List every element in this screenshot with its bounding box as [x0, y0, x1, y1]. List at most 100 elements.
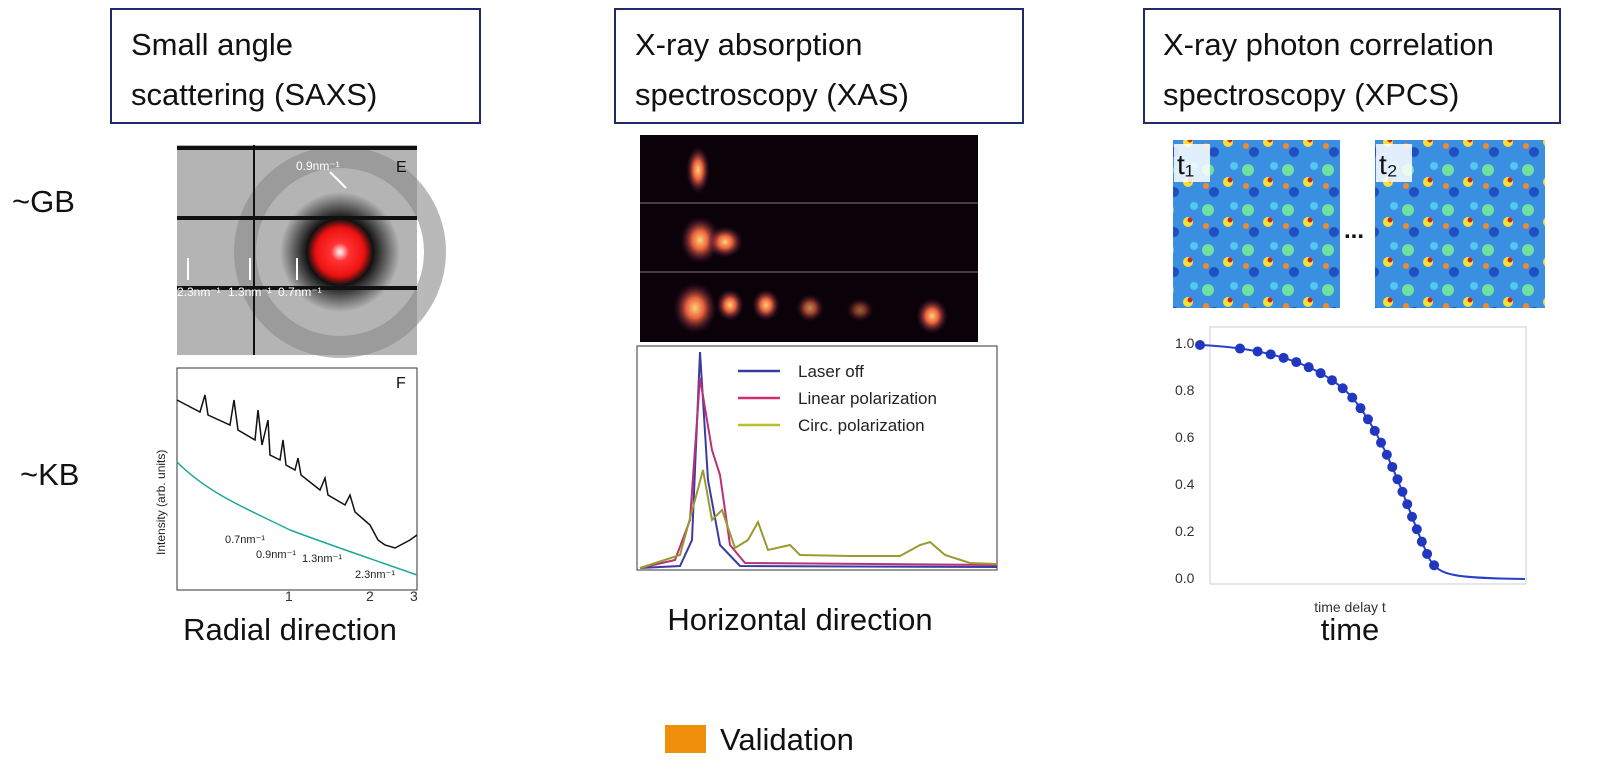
caption: time [1321, 612, 1380, 647]
axis-label: Intensity (arb. units) [154, 450, 168, 555]
legend-label: Linear polarization [798, 389, 937, 408]
arrow [329, 171, 347, 189]
point [1369, 425, 1380, 436]
legend-label: Validation [720, 722, 854, 757]
arrows [187, 171, 347, 280]
spot [686, 146, 710, 194]
point [1337, 383, 1348, 394]
title-line: spectroscopy (XPCS) [1163, 77, 1459, 112]
image-label: 0.9nm⁻¹ [296, 159, 340, 173]
point [1416, 536, 1427, 547]
point [1347, 392, 1358, 403]
spot [716, 289, 744, 321]
tick-label: 0.8 [1175, 382, 1195, 398]
point [1362, 414, 1373, 425]
tick-label: 1 [285, 588, 293, 604]
axis-label: time delay t [1314, 599, 1386, 615]
tick-label: 1.0 [1175, 335, 1195, 351]
point [1291, 357, 1302, 368]
point [1422, 548, 1433, 559]
spot [673, 282, 717, 334]
point [1392, 474, 1403, 485]
plot-label: 0.7nm⁻¹ [225, 534, 265, 546]
curve [639, 351, 998, 569]
tick-label: 3 [410, 588, 418, 604]
point [1381, 449, 1392, 460]
point [1327, 375, 1338, 386]
point [1278, 352, 1289, 363]
detector-gaps [177, 145, 417, 355]
beam [280, 192, 400, 312]
spot [846, 298, 874, 322]
plot-frame [176, 367, 418, 591]
title-line: scattering (SAXS) [131, 77, 377, 112]
point [1429, 560, 1440, 571]
point [1315, 368, 1326, 379]
box [614, 8, 1024, 124]
point [1402, 499, 1413, 510]
curve [639, 377, 998, 569]
caption: Horizontal direction [667, 602, 932, 637]
title-line: X-ray absorption [635, 27, 862, 62]
plot-frame [636, 345, 998, 571]
image-label: 0.7nm⁻¹ [278, 285, 322, 299]
spot [752, 289, 780, 321]
curve [176, 394, 418, 549]
tick-label: 0.6 [1175, 429, 1195, 445]
spot [916, 298, 948, 334]
point [1252, 346, 1263, 357]
plot-label: 1.3nm⁻¹ [302, 553, 342, 565]
box [1143, 8, 1561, 124]
point [1376, 437, 1387, 448]
legend-label: Laser off [798, 362, 864, 381]
label-bg [1174, 144, 1210, 182]
caption: Radial direction [183, 612, 397, 647]
legend-swatch [665, 725, 706, 753]
title-line: spectroscopy (XAS) [635, 77, 909, 112]
frame-label: t₁ [1177, 149, 1194, 180]
xpcs-frames: t₁ t₂ ... [1173, 140, 1545, 308]
point [1397, 486, 1408, 497]
xas-plot: Laser off Linear polarization Circ. pola… [636, 345, 998, 571]
curve [176, 461, 418, 576]
box [110, 8, 481, 124]
row-label: ~KB [20, 457, 79, 492]
xpcs-plot: 1.0 0.8 0.6 0.4 0.2 0.0 time delay t [1175, 326, 1527, 615]
title-line: X-ray photon correlation [1163, 27, 1494, 62]
tick-label: 2 [366, 588, 374, 604]
image-label: 2.3nm⁻¹ [177, 285, 221, 299]
spot [707, 226, 743, 258]
panel-letter: F [396, 375, 406, 392]
point [1407, 511, 1418, 522]
title-line: Small angle [131, 27, 293, 62]
xas-image [640, 135, 978, 342]
frame-label: t₂ [1379, 149, 1398, 180]
image-label: 1.3nm⁻¹ [228, 285, 272, 299]
legend-label: Circ. polarization [798, 416, 925, 435]
plot-label: 2.3nm⁻¹ [355, 569, 395, 581]
point [1234, 343, 1245, 354]
row-label: ~GB [12, 184, 75, 219]
tick-label: 0.2 [1175, 523, 1195, 539]
point [1265, 349, 1276, 360]
tick-label: 0.4 [1175, 476, 1195, 492]
point [1411, 524, 1422, 535]
points [1195, 340, 1440, 571]
plot-label: 0.9nm⁻¹ [256, 549, 296, 561]
point [1303, 362, 1314, 373]
spot [796, 294, 824, 322]
curve [639, 469, 998, 569]
saxs-plot: F Intensity (arb. units) 0.7nm⁻¹ 0.9nm⁻¹… [154, 367, 418, 604]
label-bg [1376, 144, 1412, 182]
point [1387, 461, 1398, 472]
spot [680, 216, 720, 264]
header-boxes [110, 8, 1561, 124]
ring [234, 146, 446, 358]
tick-label: 0.0 [1175, 570, 1195, 586]
saxs-image: E 0.9nm⁻¹ 2.3nm⁻¹ 1.3nm⁻¹ 0.7nm⁻¹ [177, 145, 446, 358]
plot-frame [1209, 326, 1527, 585]
point [1195, 340, 1205, 350]
point [1355, 403, 1366, 414]
panel-letter: E [396, 159, 407, 176]
